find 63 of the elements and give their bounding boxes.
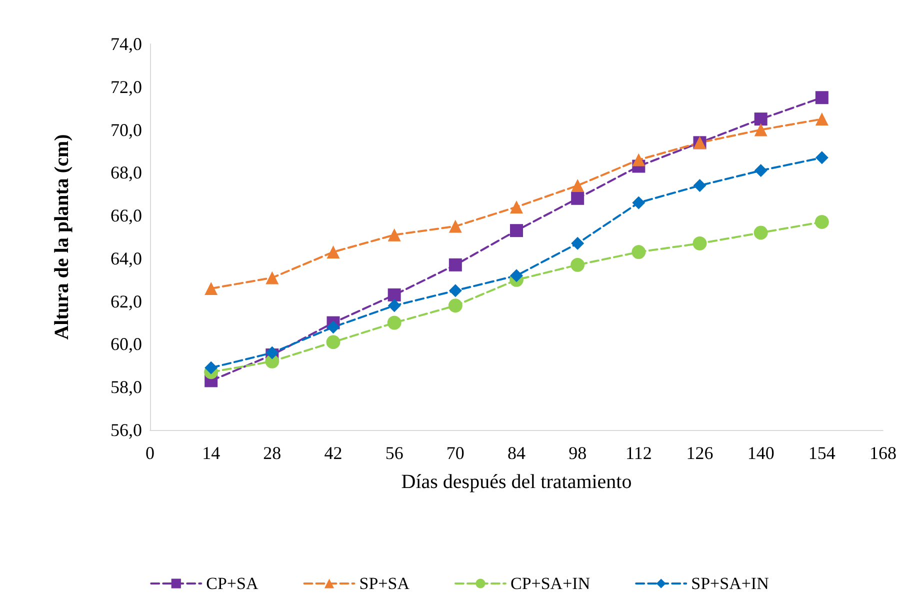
y-tick-label: 68,0 bbox=[110, 162, 142, 183]
point bbox=[571, 236, 584, 250]
point bbox=[693, 179, 706, 192]
point bbox=[632, 153, 646, 166]
legend-label: SP+SA+IN bbox=[691, 574, 769, 593]
point bbox=[448, 284, 462, 298]
y-tick-label: 64,0 bbox=[110, 248, 142, 268]
x-tick-label: 56 bbox=[385, 443, 404, 463]
y-tick-label: 56,0 bbox=[110, 420, 142, 440]
point bbox=[204, 282, 218, 295]
y-tick-label: 58,0 bbox=[110, 377, 142, 398]
y-tick-label: 60,0 bbox=[110, 334, 142, 354]
point bbox=[326, 320, 340, 334]
point bbox=[692, 236, 707, 250]
point bbox=[571, 179, 584, 192]
point bbox=[754, 164, 768, 178]
x-tick-label: 168 bbox=[870, 443, 896, 463]
point bbox=[510, 269, 523, 282]
point bbox=[815, 151, 828, 164]
point bbox=[815, 112, 828, 126]
x-tick-label: 140 bbox=[747, 443, 774, 463]
y-tick-label: 66,0 bbox=[110, 206, 142, 226]
point bbox=[632, 196, 646, 210]
point bbox=[571, 192, 584, 205]
x-tick-label: 28 bbox=[263, 443, 282, 463]
point bbox=[388, 228, 401, 242]
point bbox=[326, 335, 340, 350]
point bbox=[388, 288, 401, 302]
x-tick-label: 0 bbox=[146, 443, 154, 463]
point bbox=[510, 224, 523, 238]
point bbox=[814, 214, 829, 229]
x-tick-label: 98 bbox=[568, 443, 587, 463]
x-tick-label: 14 bbox=[202, 443, 220, 463]
point bbox=[448, 258, 462, 272]
y-tick-label: 62,0 bbox=[110, 291, 142, 312]
point bbox=[510, 200, 523, 214]
point bbox=[815, 91, 828, 104]
legend-label: CP+SA+IN bbox=[510, 574, 590, 593]
point bbox=[570, 258, 585, 272]
x-tick-label: 112 bbox=[625, 443, 652, 463]
y-tick-label: 70,0 bbox=[110, 120, 142, 140]
point bbox=[754, 226, 768, 240]
x-axis-title: Días después del tratamiento bbox=[401, 471, 632, 493]
point bbox=[448, 298, 462, 313]
x-tick-label: 42 bbox=[324, 443, 342, 463]
point bbox=[266, 271, 279, 284]
x-tick-label: 84 bbox=[508, 443, 526, 463]
x-tick-label: 70 bbox=[446, 443, 464, 463]
point bbox=[388, 299, 401, 312]
point bbox=[754, 112, 768, 126]
point bbox=[448, 220, 462, 233]
y-tick-label: 72,0 bbox=[110, 76, 142, 97]
point bbox=[754, 123, 768, 136]
y-axis-title: Altura de la planta (cm) bbox=[51, 134, 73, 340]
y-tick-label: 74,0 bbox=[110, 34, 142, 54]
point bbox=[387, 316, 402, 330]
point bbox=[326, 246, 340, 259]
x-tick-label: 154 bbox=[808, 443, 836, 463]
legend-label: CP+SA bbox=[206, 574, 259, 593]
point bbox=[632, 245, 646, 260]
x-tick-label: 126 bbox=[686, 443, 714, 463]
legend-label: SP+SA bbox=[359, 574, 410, 593]
point bbox=[204, 361, 218, 374]
